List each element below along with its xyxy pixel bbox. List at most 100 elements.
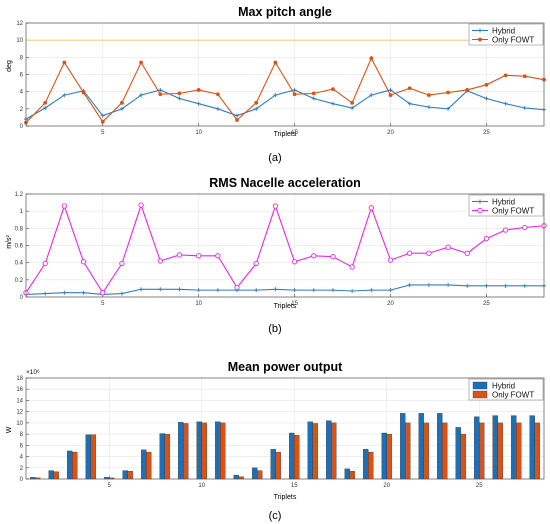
y-tick-label: 1 — [20, 209, 24, 215]
bar-2 — [386, 433, 392, 480]
bar-1 — [363, 449, 369, 480]
data-point — [81, 90, 86, 95]
data-point — [254, 288, 259, 293]
data-point — [273, 93, 278, 98]
data-point — [272, 203, 279, 209]
data-point — [62, 60, 67, 65]
data-point — [291, 259, 298, 265]
chart-title: Max pitch angle — [238, 5, 332, 19]
data-point — [42, 260, 48, 267]
bar-1 — [529, 415, 535, 480]
data-point — [273, 60, 278, 65]
data-point — [330, 288, 335, 293]
x-tick-label: 25 — [476, 483, 483, 489]
data-point — [43, 100, 48, 105]
data-point — [119, 260, 125, 267]
data-point — [139, 93, 144, 98]
bar-1 — [270, 449, 276, 480]
data-point — [62, 290, 67, 295]
bar-1 — [474, 416, 480, 480]
x-tick-label: 10 — [195, 130, 202, 136]
data-point — [426, 282, 431, 287]
data-point — [503, 73, 508, 78]
data-point — [176, 252, 183, 258]
data-point — [215, 253, 221, 259]
bar-1 — [344, 468, 350, 480]
legend-swatch — [472, 381, 488, 390]
bar-1 — [233, 474, 239, 480]
data-point — [407, 86, 412, 91]
y-tick-label: 6 — [20, 443, 24, 449]
data-point — [407, 250, 413, 256]
x-axis-label: Triplets — [274, 303, 297, 310]
data-point — [330, 254, 336, 260]
bar-2 — [257, 470, 263, 480]
data-point — [234, 284, 240, 291]
bar-2 — [294, 435, 300, 480]
x-tick-label: 5 — [101, 130, 105, 136]
legend-label: Only FOWT — [492, 36, 534, 45]
data-point — [503, 283, 508, 288]
bar-2 — [275, 451, 281, 480]
data-point — [138, 202, 144, 208]
data-point — [119, 106, 124, 111]
bar-2 — [460, 433, 466, 480]
x-tick-label: 20 — [387, 301, 394, 307]
legend-marker — [478, 28, 482, 33]
data-point — [484, 96, 489, 101]
data-point — [177, 91, 182, 96]
data-point — [292, 92, 297, 97]
data-point — [522, 283, 527, 288]
bar-2 — [497, 422, 503, 480]
legend-box — [468, 378, 544, 401]
bar-1 — [141, 449, 147, 480]
bar-2 — [405, 422, 411, 480]
bar-1 — [511, 415, 517, 480]
x-axis-label: Triplets — [274, 131, 297, 138]
data-point — [465, 88, 470, 92]
data-point — [80, 259, 87, 265]
bar-2 — [220, 422, 226, 480]
data-point — [388, 87, 393, 92]
bar-1 — [400, 413, 406, 480]
x-tick-label: 25 — [483, 130, 490, 136]
legend-label: Only FOWT — [492, 391, 534, 400]
data-point — [311, 288, 316, 293]
y-tick-label: 4 — [20, 90, 24, 96]
data-point — [311, 91, 316, 96]
data-point — [62, 93, 67, 98]
data-point — [100, 290, 106, 296]
data-point — [350, 100, 355, 105]
bar-2 — [312, 423, 318, 480]
bar-2 — [479, 422, 485, 480]
data-point — [465, 283, 470, 288]
data-point — [100, 113, 105, 118]
bar-1 — [196, 421, 202, 480]
bar-2 — [201, 422, 207, 480]
data-point — [81, 290, 86, 295]
y-axis-label: deg — [6, 60, 13, 72]
data-point — [350, 105, 355, 110]
data-point — [157, 258, 163, 264]
y-tick-label: 0 — [20, 295, 24, 301]
data-point — [119, 291, 124, 296]
y-tick-label: 0.4 — [15, 261, 24, 267]
data-point — [369, 93, 374, 98]
legend-label: Only FOWT — [492, 207, 534, 216]
data-point — [350, 288, 355, 293]
data-point — [158, 87, 163, 92]
data-point — [235, 118, 239, 122]
y-tick-label: 12 — [16, 410, 23, 416]
data-point — [253, 260, 259, 267]
bar-2 — [72, 451, 78, 480]
panel-label: (a) — [268, 152, 281, 164]
y-tick-label: 0.6 — [15, 244, 24, 250]
data-point — [502, 227, 509, 233]
data-point — [330, 101, 335, 106]
data-point — [273, 287, 278, 292]
bar-2 — [331, 422, 337, 480]
x-tick-label: 10 — [198, 483, 205, 489]
x-tick-label: 25 — [483, 301, 490, 307]
y-axis-label: W — [6, 426, 13, 433]
